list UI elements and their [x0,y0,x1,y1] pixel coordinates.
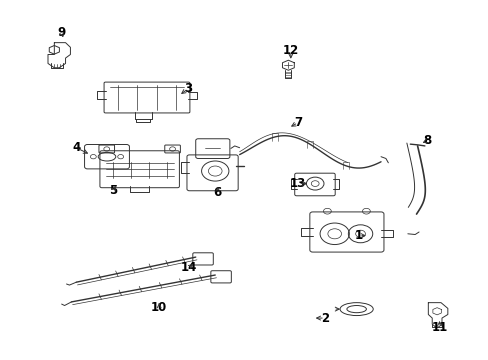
Text: 1: 1 [354,229,363,242]
Text: 7: 7 [293,116,302,129]
Text: 10: 10 [151,301,167,314]
Text: 12: 12 [282,44,298,57]
Text: 4: 4 [72,141,80,154]
Text: 6: 6 [213,186,222,199]
Text: 5: 5 [108,184,117,197]
Text: 9: 9 [58,27,66,40]
Text: 13: 13 [289,177,305,190]
Text: 14: 14 [180,261,196,274]
Text: 3: 3 [184,82,192,95]
Text: 8: 8 [422,134,430,147]
Text: 2: 2 [320,311,328,325]
Text: 11: 11 [430,320,447,333]
